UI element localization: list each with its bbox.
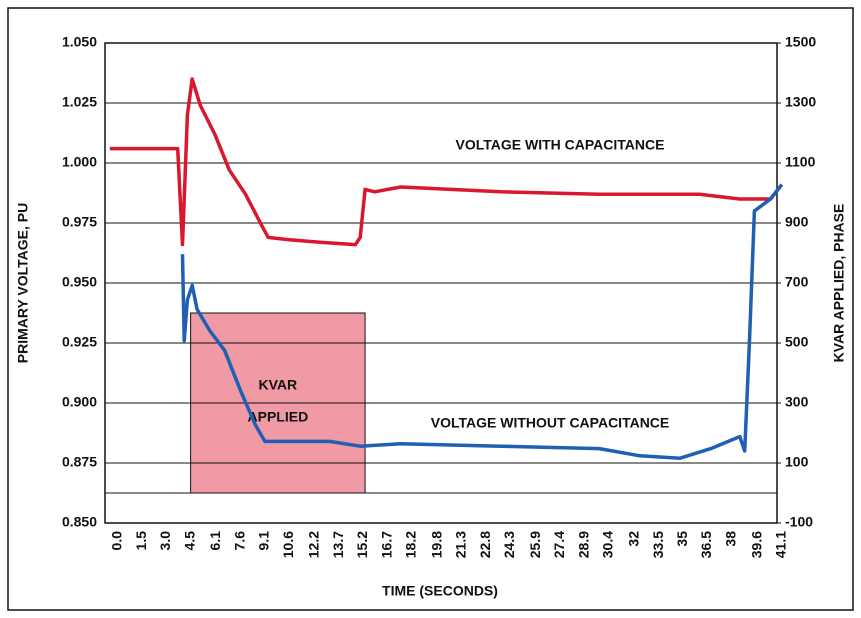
y-tick-label: 0.900	[62, 394, 97, 410]
x-tick-label: 33.5	[650, 531, 666, 558]
y2-tick-label: 700	[785, 274, 809, 290]
x-tick-label: 39.6	[748, 531, 764, 558]
y-tick-label: 0.875	[62, 454, 97, 470]
x-tick-label: 36.5	[698, 531, 714, 558]
y-tick-label: 1.025	[62, 94, 97, 110]
x-tick-label: 10.6	[280, 531, 296, 558]
kvar-label: KVAR	[259, 377, 298, 393]
x-tick-label: 24.3	[501, 531, 517, 558]
x-tick-label: 30.4	[600, 531, 616, 558]
x-tick-label: 28.9	[575, 531, 591, 558]
x-tick-label: 25.9	[527, 531, 543, 558]
y2-tick-label: 300	[785, 394, 809, 410]
x-tick-label: 1.5	[133, 531, 149, 551]
x-tick-label: 7.6	[231, 531, 247, 551]
x-tick-label: 27.4	[551, 531, 567, 558]
x-tick-label: 35	[674, 531, 690, 547]
frame	[7, 7, 854, 611]
y2-tick-label: 500	[785, 334, 809, 350]
x-tick-label: 12.2	[306, 531, 322, 558]
y2-axis-label: KVAR APPLIED, PHASE	[831, 204, 847, 363]
y2-tick-label: 900	[785, 214, 809, 230]
series-label: VOLTAGE WITHOUT CAPACITANCE	[431, 415, 670, 431]
x-tick-label: 21.3	[453, 531, 469, 558]
y-tick-label: 0.950	[62, 274, 97, 290]
x-axis-label: TIME (SECONDS)	[382, 583, 498, 599]
kvar-label: APPLIED	[248, 409, 309, 425]
y2-tick-label: 1100	[785, 154, 816, 170]
y-tick-label: 0.975	[62, 214, 97, 230]
x-tick-label: 16.7	[378, 531, 394, 558]
x-tick-label: 3.0	[157, 531, 173, 551]
x-tick-label: 19.8	[428, 531, 444, 558]
series-label: VOLTAGE WITH CAPACITANCE	[456, 137, 665, 153]
x-tick-label: 38	[722, 531, 738, 547]
y2-tick-label: 100	[785, 454, 809, 470]
x-tick-label: 22.8	[477, 531, 493, 558]
series-line	[180, 183, 784, 460]
y-tick-label: 0.925	[62, 334, 97, 350]
x-tick-label: 41.1	[773, 531, 789, 558]
x-tick-label: 15.2	[354, 531, 370, 558]
x-tick-label: 6.1	[207, 531, 223, 551]
x-tick-label: 9.1	[256, 531, 272, 551]
y2-tick-label: -100	[785, 514, 813, 530]
x-tick-label: 18.2	[403, 531, 419, 558]
y-axis-label: PRIMARY VOLTAGE, PU	[15, 203, 31, 364]
y-tick-label: 1.000	[62, 154, 97, 170]
x-tick-label: 4.5	[181, 531, 197, 551]
y-tick-label: 1.050	[62, 34, 97, 50]
x-tick-label: 0.0	[109, 531, 125, 551]
x-tick-label: 32	[626, 531, 642, 547]
x-tick-label: 13.7	[330, 531, 346, 558]
y-tick-label: 0.850	[62, 514, 97, 530]
y2-tick-label: 1500	[785, 34, 816, 50]
series-line	[109, 77, 784, 247]
y2-tick-label: 1300	[785, 94, 816, 110]
plot-border	[104, 42, 778, 524]
